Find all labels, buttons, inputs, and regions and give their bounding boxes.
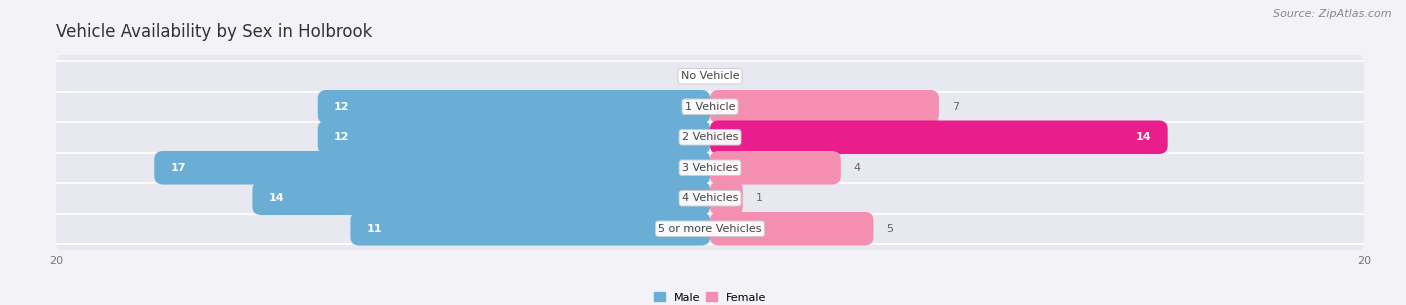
FancyBboxPatch shape	[56, 173, 1364, 223]
Text: 4: 4	[853, 163, 860, 173]
FancyBboxPatch shape	[318, 120, 710, 154]
FancyBboxPatch shape	[56, 112, 1364, 162]
FancyBboxPatch shape	[710, 120, 1167, 154]
Legend: Male, Female: Male, Female	[650, 288, 770, 305]
Text: 0: 0	[686, 71, 693, 81]
FancyBboxPatch shape	[710, 151, 841, 185]
Text: Source: ZipAtlas.com: Source: ZipAtlas.com	[1274, 9, 1392, 19]
FancyBboxPatch shape	[56, 82, 1364, 132]
Text: 1 Vehicle: 1 Vehicle	[685, 102, 735, 112]
Text: 4 Vehicles: 4 Vehicles	[682, 193, 738, 203]
Text: 1: 1	[756, 193, 763, 203]
FancyBboxPatch shape	[56, 51, 1364, 101]
Text: 5: 5	[887, 224, 894, 234]
FancyBboxPatch shape	[710, 212, 873, 246]
Text: 17: 17	[170, 163, 186, 173]
Text: 2 Vehicles: 2 Vehicles	[682, 132, 738, 142]
FancyBboxPatch shape	[318, 90, 710, 124]
Text: 14: 14	[1136, 132, 1152, 142]
Text: 11: 11	[367, 224, 382, 234]
Text: 12: 12	[335, 132, 350, 142]
FancyBboxPatch shape	[155, 151, 710, 185]
Text: 5 or more Vehicles: 5 or more Vehicles	[658, 224, 762, 234]
Text: 3 Vehicles: 3 Vehicles	[682, 163, 738, 173]
FancyBboxPatch shape	[710, 181, 742, 215]
FancyBboxPatch shape	[350, 212, 710, 246]
Text: 0: 0	[727, 71, 734, 81]
FancyBboxPatch shape	[710, 90, 939, 124]
Text: 7: 7	[952, 102, 959, 112]
FancyBboxPatch shape	[252, 181, 710, 215]
Text: 14: 14	[269, 193, 284, 203]
FancyBboxPatch shape	[56, 204, 1364, 254]
Text: No Vehicle: No Vehicle	[681, 71, 740, 81]
Text: Vehicle Availability by Sex in Holbrook: Vehicle Availability by Sex in Holbrook	[56, 23, 373, 41]
Text: 12: 12	[335, 102, 350, 112]
FancyBboxPatch shape	[56, 143, 1364, 193]
